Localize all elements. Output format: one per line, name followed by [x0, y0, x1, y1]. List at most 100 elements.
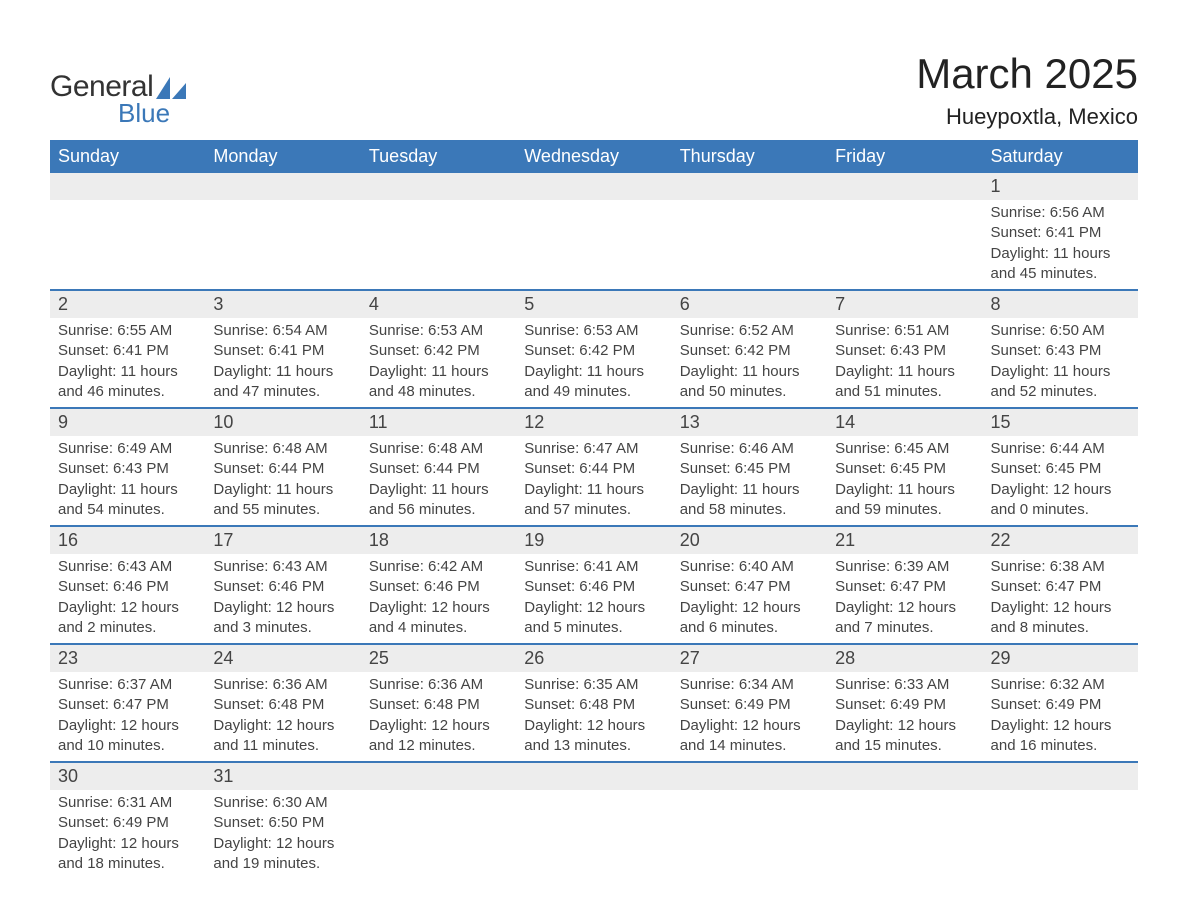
sunrise-line: Sunrise: 6:43 AM [58, 557, 197, 577]
day-detail-cell [516, 790, 671, 879]
sunrise-line: Sunrise: 6:54 AM [213, 321, 352, 341]
day-number-cell: 20 [672, 526, 827, 554]
sunset-line: Sunset: 6:46 PM [58, 577, 197, 597]
day-detail-cell: Sunrise: 6:48 AMSunset: 6:44 PMDaylight:… [205, 436, 360, 526]
sunrise-line: Sunrise: 6:40 AM [680, 557, 819, 577]
daynum-row: 2345678 [50, 290, 1138, 318]
day-detail-cell: Sunrise: 6:35 AMSunset: 6:48 PMDaylight:… [516, 672, 671, 762]
daynum-row: 3031 [50, 762, 1138, 790]
day-detail-cell: Sunrise: 6:41 AMSunset: 6:46 PMDaylight:… [516, 554, 671, 644]
day-number: 9 [58, 412, 68, 432]
day-number: 7 [835, 294, 845, 314]
sunrise-line: Sunrise: 6:36 AM [213, 675, 352, 695]
location-label: Hueypoxtla, Mexico [916, 104, 1138, 130]
day-header: Friday [827, 140, 982, 173]
day-detail-cell: Sunrise: 6:37 AMSunset: 6:47 PMDaylight:… [50, 672, 205, 762]
day-detail-cell: Sunrise: 6:42 AMSunset: 6:46 PMDaylight:… [361, 554, 516, 644]
sunset-line: Sunset: 6:43 PM [991, 341, 1130, 361]
header: General Blue March 2025 Hueypoxtla, Mexi… [50, 50, 1138, 130]
day-number: 27 [680, 648, 700, 668]
day-detail-cell: Sunrise: 6:34 AMSunset: 6:49 PMDaylight:… [672, 672, 827, 762]
daylight-line: Daylight: 11 hours and 45 minutes. [991, 244, 1130, 285]
daylight-line: Daylight: 11 hours and 50 minutes. [680, 362, 819, 403]
sunrise-line: Sunrise: 6:48 AM [369, 439, 508, 459]
day-detail-cell [50, 200, 205, 290]
day-number-cell: 6 [672, 290, 827, 318]
day-number: 25 [369, 648, 389, 668]
sunset-line: Sunset: 6:45 PM [835, 459, 974, 479]
day-number: 14 [835, 412, 855, 432]
day-number-cell [50, 173, 205, 200]
daylight-line: Daylight: 11 hours and 56 minutes. [369, 480, 508, 521]
daylight-line: Daylight: 11 hours and 59 minutes. [835, 480, 974, 521]
day-number-cell: 17 [205, 526, 360, 554]
day-header: Sunday [50, 140, 205, 173]
daylight-line: Daylight: 11 hours and 54 minutes. [58, 480, 197, 521]
day-detail-cell: Sunrise: 6:52 AMSunset: 6:42 PMDaylight:… [672, 318, 827, 408]
day-detail-cell: Sunrise: 6:46 AMSunset: 6:45 PMDaylight:… [672, 436, 827, 526]
day-detail-cell: Sunrise: 6:31 AMSunset: 6:49 PMDaylight:… [50, 790, 205, 879]
daylight-line: Daylight: 12 hours and 3 minutes. [213, 598, 352, 639]
day-number-cell [983, 762, 1138, 790]
day-detail-cell: Sunrise: 6:54 AMSunset: 6:41 PMDaylight:… [205, 318, 360, 408]
sunset-line: Sunset: 6:42 PM [680, 341, 819, 361]
day-detail-cell: Sunrise: 6:48 AMSunset: 6:44 PMDaylight:… [361, 436, 516, 526]
sunset-line: Sunset: 6:48 PM [524, 695, 663, 715]
sunset-line: Sunset: 6:47 PM [58, 695, 197, 715]
daylight-line: Daylight: 11 hours and 52 minutes. [991, 362, 1130, 403]
daylight-line: Daylight: 11 hours and 48 minutes. [369, 362, 508, 403]
daylight-line: Daylight: 12 hours and 18 minutes. [58, 834, 197, 875]
day-detail-cell [672, 790, 827, 879]
day-number: 31 [213, 766, 233, 786]
day-number-cell: 13 [672, 408, 827, 436]
day-detail-cell: Sunrise: 6:49 AMSunset: 6:43 PMDaylight:… [50, 436, 205, 526]
day-number: 4 [369, 294, 379, 314]
sunset-line: Sunset: 6:41 PM [991, 223, 1130, 243]
day-number: 21 [835, 530, 855, 550]
daylight-line: Daylight: 12 hours and 0 minutes. [991, 480, 1130, 521]
day-number: 1 [991, 176, 1001, 196]
day-number-cell: 26 [516, 644, 671, 672]
sunrise-line: Sunrise: 6:41 AM [524, 557, 663, 577]
day-number: 3 [213, 294, 223, 314]
daylight-line: Daylight: 11 hours and 46 minutes. [58, 362, 197, 403]
day-number-cell: 28 [827, 644, 982, 672]
sunrise-line: Sunrise: 6:36 AM [369, 675, 508, 695]
day-number: 29 [991, 648, 1011, 668]
logo-sail-icon [156, 77, 186, 99]
day-number-cell: 25 [361, 644, 516, 672]
day-number-cell [361, 762, 516, 790]
logo: General Blue [50, 70, 186, 129]
sunset-line: Sunset: 6:44 PM [524, 459, 663, 479]
day-number: 16 [58, 530, 78, 550]
day-number-cell: 14 [827, 408, 982, 436]
day-number-cell: 2 [50, 290, 205, 318]
day-number: 11 [369, 412, 388, 432]
day-number-cell: 1 [983, 173, 1138, 200]
daylight-line: Daylight: 11 hours and 51 minutes. [835, 362, 974, 403]
sunrise-line: Sunrise: 6:31 AM [58, 793, 197, 813]
daylight-line: Daylight: 12 hours and 11 minutes. [213, 716, 352, 757]
sunrise-line: Sunrise: 6:44 AM [991, 439, 1130, 459]
day-detail-cell: Sunrise: 6:38 AMSunset: 6:47 PMDaylight:… [983, 554, 1138, 644]
day-number-cell: 4 [361, 290, 516, 318]
day-number-cell: 7 [827, 290, 982, 318]
daylight-line: Daylight: 12 hours and 12 minutes. [369, 716, 508, 757]
day-number-cell [516, 173, 671, 200]
day-number-cell: 31 [205, 762, 360, 790]
sunrise-line: Sunrise: 6:53 AM [524, 321, 663, 341]
day-detail-cell [361, 200, 516, 290]
daylight-line: Daylight: 12 hours and 13 minutes. [524, 716, 663, 757]
day-number-cell: 29 [983, 644, 1138, 672]
day-detail-cell: Sunrise: 6:56 AMSunset: 6:41 PMDaylight:… [983, 200, 1138, 290]
daylight-line: Daylight: 12 hours and 15 minutes. [835, 716, 974, 757]
sunset-line: Sunset: 6:45 PM [991, 459, 1130, 479]
day-number: 22 [991, 530, 1011, 550]
sunset-line: Sunset: 6:44 PM [369, 459, 508, 479]
day-detail-cell: Sunrise: 6:43 AMSunset: 6:46 PMDaylight:… [205, 554, 360, 644]
sunrise-line: Sunrise: 6:32 AM [991, 675, 1130, 695]
day-detail-cell: Sunrise: 6:55 AMSunset: 6:41 PMDaylight:… [50, 318, 205, 408]
day-detail-cell: Sunrise: 6:47 AMSunset: 6:44 PMDaylight:… [516, 436, 671, 526]
sunset-line: Sunset: 6:45 PM [680, 459, 819, 479]
day-number-cell: 3 [205, 290, 360, 318]
